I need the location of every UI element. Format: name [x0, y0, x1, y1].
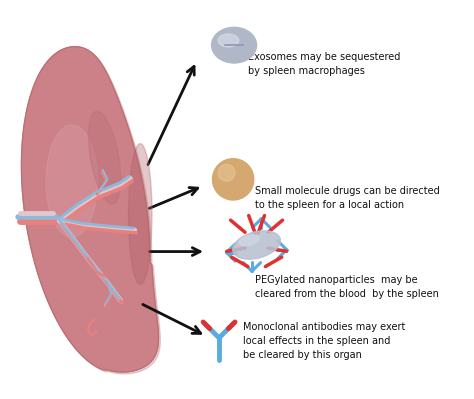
Ellipse shape [46, 125, 98, 237]
Ellipse shape [218, 164, 235, 181]
Ellipse shape [212, 159, 254, 200]
Ellipse shape [239, 235, 259, 245]
Ellipse shape [89, 111, 121, 204]
Text: PEGylated nanoparticles  may be
cleared from the blood  by the spleen: PEGylated nanoparticles may be cleared f… [255, 275, 438, 299]
Text: Exosomes may be sequestered
by spleen macrophages: Exosomes may be sequestered by spleen ma… [248, 52, 401, 76]
Ellipse shape [233, 231, 281, 259]
Ellipse shape [211, 27, 256, 63]
Ellipse shape [218, 34, 239, 47]
Ellipse shape [128, 144, 152, 284]
Text: Small molecule drugs can be directed
to the spleen for a local action: Small molecule drugs can be directed to … [255, 186, 439, 210]
Polygon shape [21, 47, 158, 372]
Polygon shape [23, 49, 160, 374]
Text: Monoclonal antibodies may exert
local effects in the spleen and
be cleared by th: Monoclonal antibodies may exert local ef… [244, 322, 406, 360]
